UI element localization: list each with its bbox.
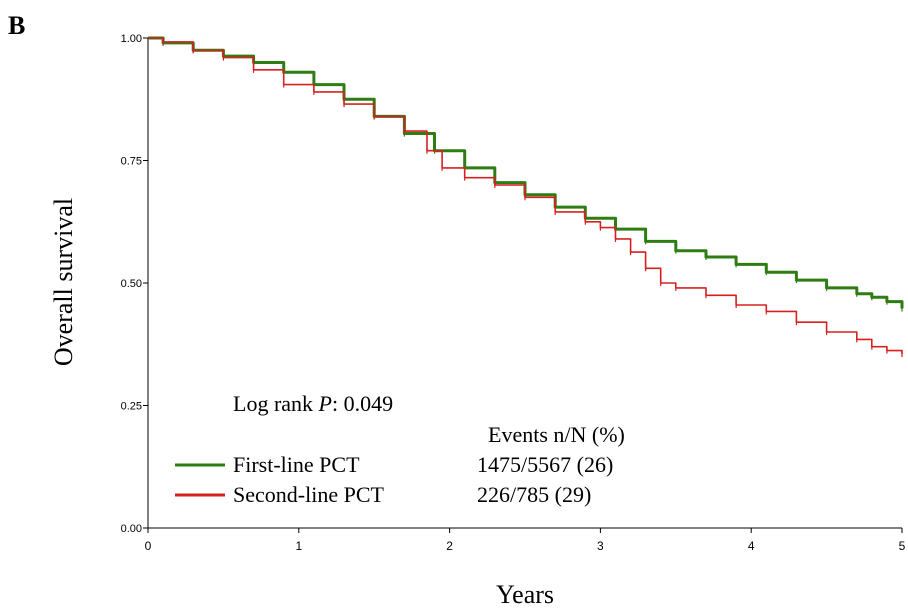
y-axis-label: Overall survival bbox=[49, 198, 78, 366]
series-layer bbox=[148, 36, 904, 358]
x-tick-label: 4 bbox=[748, 539, 755, 553]
x-tick-label: 1 bbox=[295, 539, 302, 553]
legend-events: 226/785 (29) bbox=[477, 482, 591, 507]
y-axis-ticks: 0.00 0.25 0.50 0.75 1.00 bbox=[121, 33, 148, 535]
log-rank-prefix: Log rank bbox=[233, 391, 319, 416]
x-tick-label: 0 bbox=[145, 539, 152, 553]
x-tick-label: 3 bbox=[597, 539, 604, 553]
p-symbol: P bbox=[318, 391, 332, 416]
legend-header: Events n/N (%) bbox=[488, 422, 625, 447]
series-line-second-line-pct bbox=[148, 37, 903, 355]
legend-series-name: Second-line PCT bbox=[233, 482, 384, 507]
panel-label: B bbox=[8, 11, 25, 40]
series-line-first-line-pct bbox=[148, 36, 904, 309]
y-tick-label: 0.50 bbox=[121, 278, 142, 290]
log-rank-annotation: Log rank P: 0.049 bbox=[233, 391, 393, 416]
y-tick-label: 0.00 bbox=[121, 523, 142, 535]
legend-events: 1475/5567 (26) bbox=[477, 452, 613, 477]
y-tick-label: 1.00 bbox=[121, 33, 142, 45]
x-tick-label: 5 bbox=[899, 539, 906, 553]
x-axis-label: Years bbox=[496, 580, 554, 609]
y-tick-label: 0.25 bbox=[121, 401, 142, 413]
legend-series-name: First-line PCT bbox=[233, 452, 360, 477]
legend: First-line PCT 1475/5567 (26) Second-line … bbox=[175, 452, 613, 507]
x-tick-label: 2 bbox=[446, 539, 453, 553]
x-axis-ticks: 0 1 2 3 4 5 bbox=[145, 528, 906, 553]
log-rank-value: : 0.049 bbox=[332, 391, 393, 416]
y-tick-label: 0.75 bbox=[121, 156, 142, 168]
